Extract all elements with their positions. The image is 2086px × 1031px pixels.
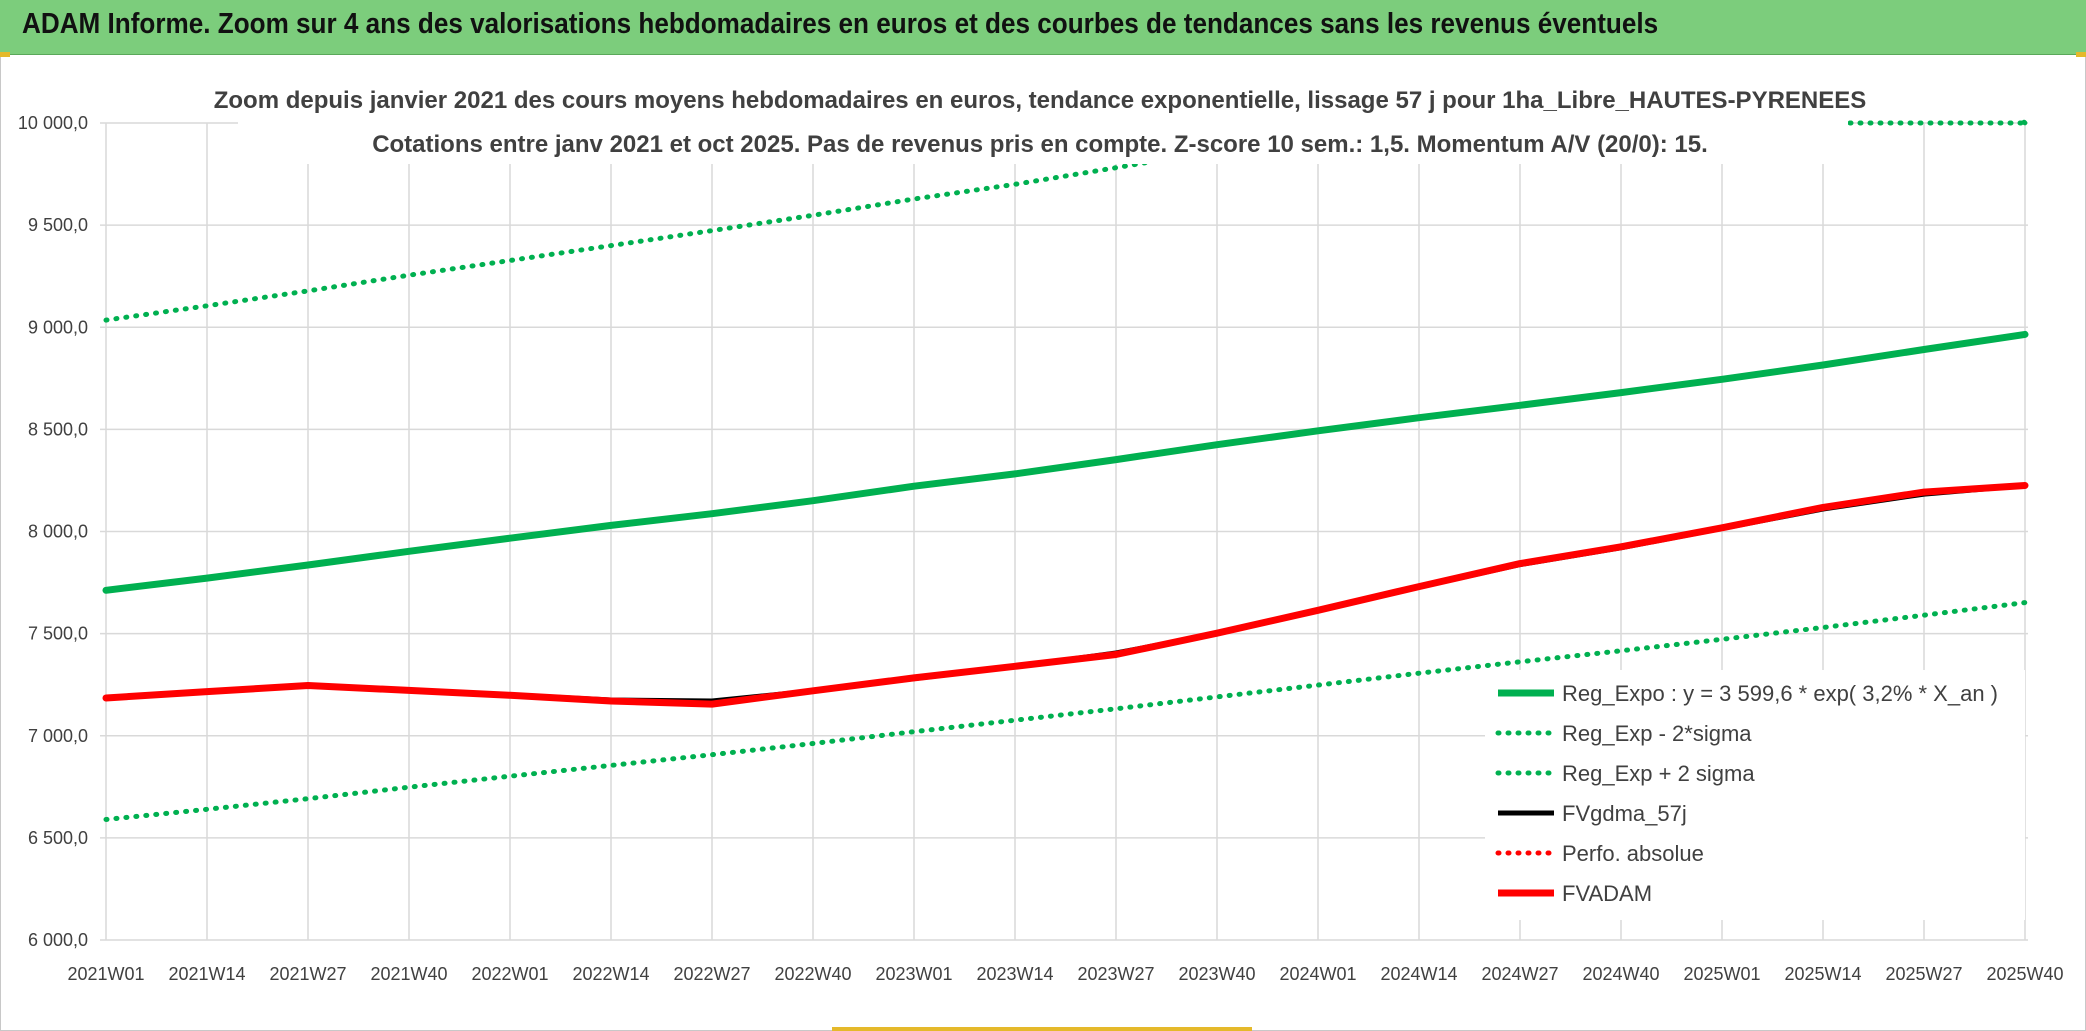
y-tick-label: 9 000,0 — [28, 317, 88, 337]
y-tick-label: 8 000,0 — [28, 522, 88, 542]
title-background — [238, 74, 1848, 164]
report-title: ADAM Informe. Zoom sur 4 ans des valoris… — [22, 8, 1659, 40]
x-tick-label: 2023W27 — [1077, 964, 1154, 984]
series-line-3 — [103, 483, 2028, 704]
x-tick-label: 2024W01 — [1279, 964, 1356, 984]
legend-background — [1485, 670, 2025, 920]
legend-label: FVgdma_57j — [1562, 801, 1687, 826]
series-line-2 — [103, 119, 2028, 323]
series-line-1 — [103, 600, 2028, 822]
y-tick-label: 7 000,0 — [28, 726, 88, 746]
x-tick-label: 2023W01 — [875, 964, 952, 984]
x-tick-label: 2021W14 — [168, 964, 245, 984]
bottom-accent-bar — [832, 1027, 1252, 1031]
chart-title-box: Zoom depuis janvier 2021 des cours moyen… — [214, 74, 1867, 164]
legend-label: Reg_Exp + 2 sigma — [1562, 761, 1755, 786]
legend-label: Reg_Exp - 2*sigma — [1562, 721, 1752, 746]
x-tick-label: 2023W14 — [976, 964, 1053, 984]
report-banner: ADAM Informe. Zoom sur 4 ans des valoris… — [0, 0, 2086, 55]
x-tick-label: 2021W01 — [67, 964, 144, 984]
y-tick-label: 8 500,0 — [28, 419, 88, 439]
chart-title: Zoom depuis janvier 2021 des cours moyen… — [214, 87, 1867, 114]
x-tick-label: 2021W40 — [370, 964, 447, 984]
x-tick-label: 2025W01 — [1683, 964, 1760, 984]
banner-corner-left — [0, 52, 10, 57]
x-tick-label: 2024W27 — [1481, 964, 1558, 984]
chart-subtitle: Cotations entre janv 2021 et oct 2025. P… — [372, 131, 1708, 158]
x-tick-label: 2021W27 — [269, 964, 346, 984]
x-tick-label: 2024W40 — [1582, 964, 1659, 984]
legend-label: FVADAM — [1562, 881, 1652, 906]
x-tick-label: 2022W40 — [774, 964, 851, 984]
legend: Reg_Expo : y = 3 599,6 * exp( 3,2% * X_a… — [1485, 670, 2025, 920]
x-tick-label: 2025W40 — [1986, 964, 2063, 984]
legend-label: Reg_Expo : y = 3 599,6 * exp( 3,2% * X_a… — [1562, 681, 1998, 706]
banner-corner-right — [2076, 52, 2086, 57]
x-tick-label: 2024W14 — [1380, 964, 1457, 984]
series-line-5 — [102, 482, 2029, 708]
series-line-0 — [102, 330, 2029, 594]
x-tick-label: 2022W27 — [673, 964, 750, 984]
x-tick-label: 2022W01 — [471, 964, 548, 984]
x-tick-label: 2022W14 — [572, 964, 649, 984]
y-tick-label: 9 500,0 — [28, 215, 88, 235]
x-tick-label: 2025W27 — [1885, 964, 1962, 984]
x-tick-label: 2025W14 — [1784, 964, 1861, 984]
y-tick-label: 6 000,0 — [28, 930, 88, 950]
x-tick-label: 2023W40 — [1178, 964, 1255, 984]
y-axis: 6 000,0 6 500,0 7 000,0 7 500,0 8 000,0 8 500… — [18, 113, 88, 950]
y-tick-label: 10 000,0 — [18, 113, 88, 133]
y-tick-label: 7 500,0 — [28, 624, 88, 644]
x-axis: 2021W01 2021W14 2021W27 2021W40 2022W01 2022W… — [67, 964, 2063, 984]
legend-label: Perfo. absolue — [1562, 841, 1704, 866]
y-tick-label: 6 500,0 — [28, 828, 88, 848]
series-lines — [102, 119, 2029, 822]
